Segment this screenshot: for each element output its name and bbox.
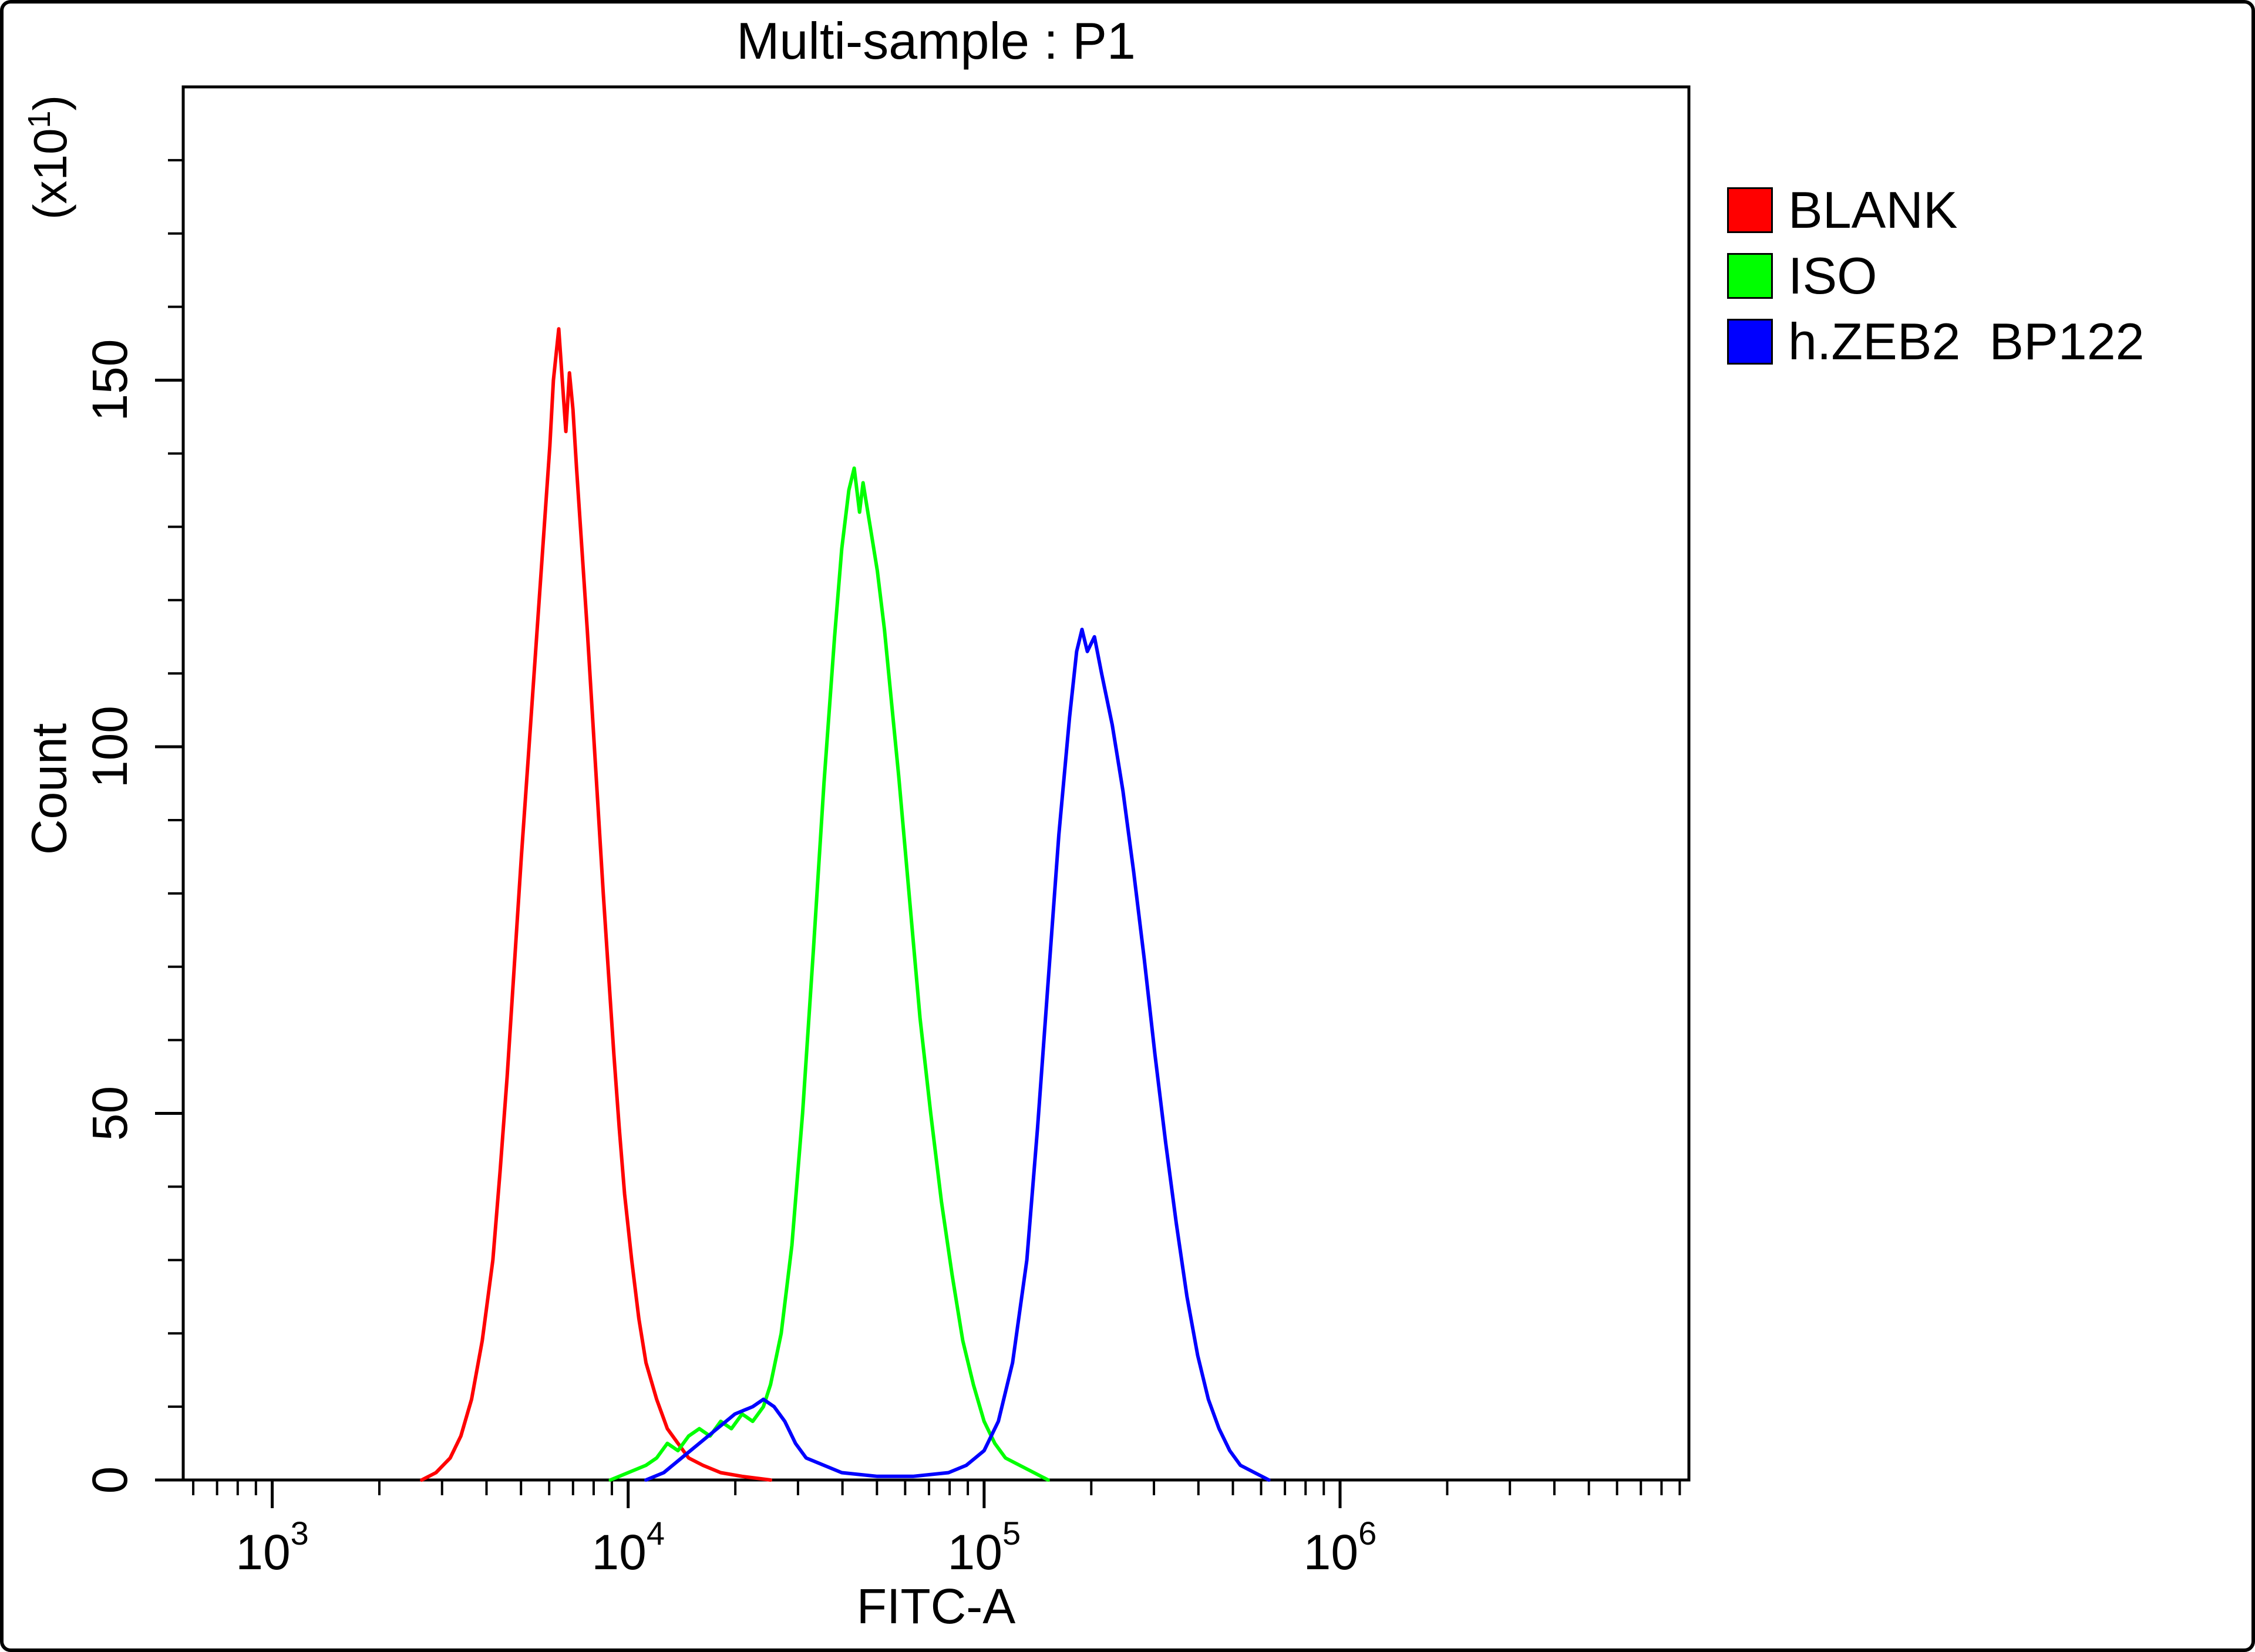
legend-label-blank: BLANK xyxy=(1788,181,1958,239)
plot-border xyxy=(181,85,1691,1482)
curve-iso xyxy=(608,466,1050,1482)
legend-swatch-iso xyxy=(1727,253,1773,299)
y-tick-label: 100 xyxy=(82,706,137,788)
y-tick-label: 50 xyxy=(82,1086,137,1141)
legend-item-blank: BLANK xyxy=(1727,184,2145,236)
legend-label-iso: ISO xyxy=(1788,247,1877,305)
y-axis-multiplier: (x101) xyxy=(21,95,78,220)
y-axis-label: Count xyxy=(21,723,77,855)
y-multiplier-exponent: 1 xyxy=(22,110,58,129)
x-tick-label: 103 xyxy=(235,1515,309,1580)
y-multiplier-base: (x10 xyxy=(23,128,76,220)
chart-title: Multi-sample : P1 xyxy=(736,12,1136,70)
x-tick-label: 105 xyxy=(948,1515,1021,1580)
curve-blank xyxy=(420,327,773,1482)
legend-item-h-zeb2-bp122: h.ZEB2 BP122 xyxy=(1727,316,2145,368)
y-multiplier-close: ) xyxy=(23,95,76,111)
plot-canvas: 103 104 105 106 0 50 100 150 xyxy=(82,85,1691,1580)
legend-item-iso: ISO xyxy=(1727,250,2145,302)
legend-swatch-h-zeb2-bp122 xyxy=(1727,319,1773,365)
legend-swatch-blank xyxy=(1727,187,1773,233)
curve-h-zeb2-bp122 xyxy=(644,628,1271,1482)
x-axis-label: FITC-A xyxy=(856,1579,1016,1634)
legend: BLANK ISO h.ZEB2 BP122 xyxy=(1727,184,2145,368)
y-tick-label: 0 xyxy=(82,1466,137,1494)
x-tick-label: 104 xyxy=(591,1515,665,1580)
y-tick-label: 150 xyxy=(82,339,137,422)
x-tick-label: 106 xyxy=(1304,1515,1377,1580)
legend-label-h-zeb2-bp122: h.ZEB2 BP122 xyxy=(1788,312,2145,370)
